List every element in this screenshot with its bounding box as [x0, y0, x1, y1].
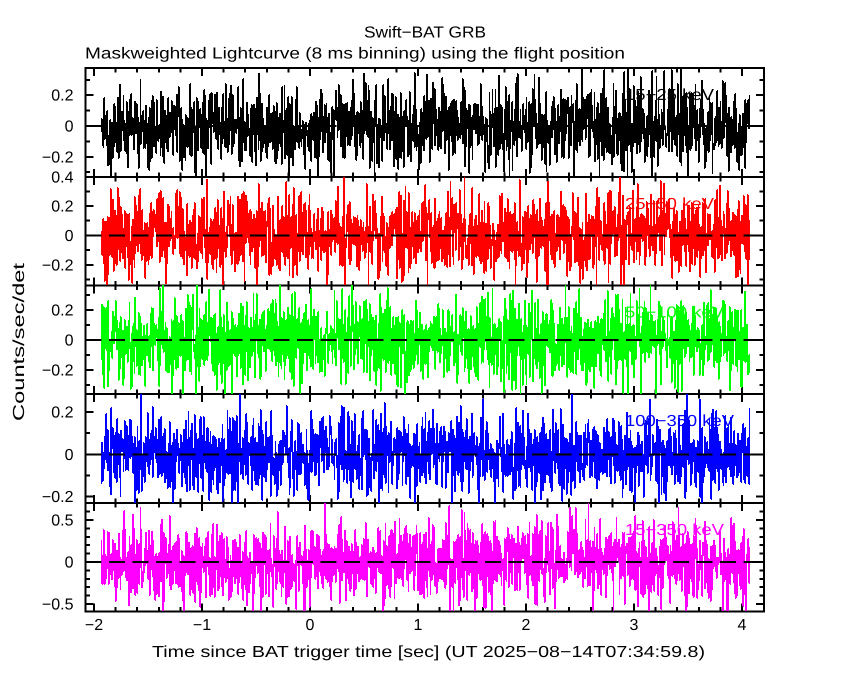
svg-text:−0.5: −0.5 — [42, 597, 74, 614]
svg-text:0.4: 0.4 — [51, 170, 73, 187]
svg-text:−0.2: −0.2 — [42, 257, 74, 274]
svg-text:100−350 keV: 100−350 keV — [625, 413, 734, 430]
svg-text:−0.2: −0.2 — [42, 149, 74, 166]
svg-text:−1: −1 — [193, 617, 211, 634]
svg-text:Maskweighted Lightcurve (8 ms: Maskweighted Lightcurve (8 ms binning) u… — [85, 46, 625, 63]
svg-text:−0.2: −0.2 — [42, 489, 74, 506]
svg-text:0: 0 — [65, 119, 74, 136]
svg-text:0.2: 0.2 — [51, 88, 73, 105]
svg-text:3: 3 — [630, 617, 639, 634]
svg-text:Counts/sec/det: Counts/sec/det — [11, 262, 28, 421]
svg-text:0.2: 0.2 — [51, 404, 73, 421]
svg-text:0: 0 — [65, 228, 74, 245]
svg-text:2: 2 — [522, 617, 531, 634]
svg-text:0.2: 0.2 — [51, 199, 73, 216]
svg-text:50−100 keV: 50−100 keV — [625, 305, 724, 322]
svg-text:15−25 keV: 15−25 keV — [625, 87, 714, 104]
svg-text:1: 1 — [414, 617, 423, 634]
svg-text:−0.2: −0.2 — [42, 363, 74, 380]
svg-text:0: 0 — [65, 555, 74, 572]
svg-text:15−350 keV: 15−350 keV — [625, 522, 724, 539]
svg-text:0: 0 — [306, 617, 315, 634]
svg-text:Time since BAT trigger time [s: Time since BAT trigger time [sec] (UT 20… — [152, 644, 705, 661]
svg-text:0: 0 — [65, 447, 74, 464]
svg-text:Swift−BAT GRB: Swift−BAT GRB — [364, 25, 486, 42]
svg-text:0.2: 0.2 — [51, 303, 73, 320]
svg-text:−2: −2 — [85, 617, 103, 634]
svg-text:0: 0 — [65, 333, 74, 350]
svg-text:4: 4 — [738, 617, 747, 634]
svg-text:25−50 keV: 25−50 keV — [625, 196, 714, 213]
svg-text:0.5: 0.5 — [51, 513, 73, 530]
